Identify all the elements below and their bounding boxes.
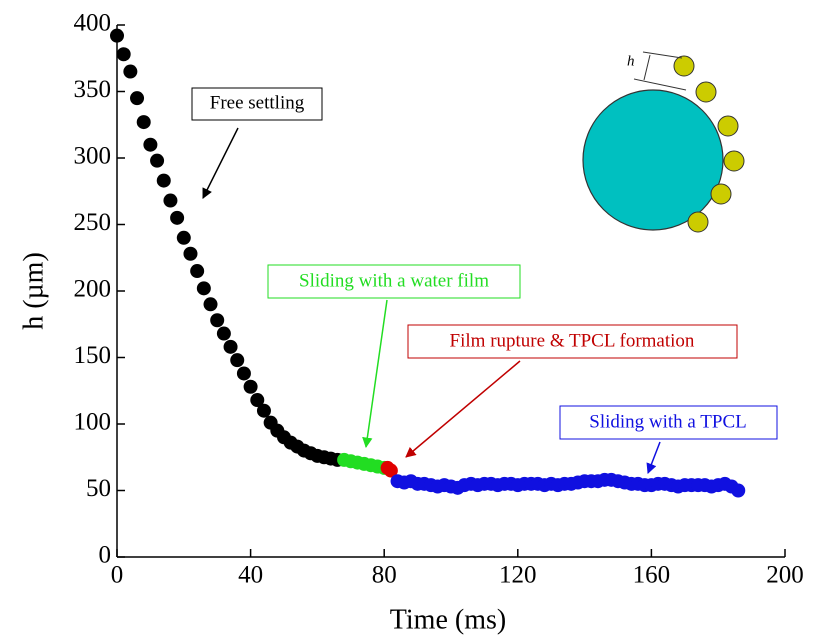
y-tick-label: 400: [74, 10, 112, 37]
x-tick-label: 160: [633, 562, 671, 589]
data-point: [123, 64, 138, 79]
data-point: [236, 366, 251, 381]
bubble: [687, 211, 709, 233]
y-tick-label: 200: [74, 276, 112, 303]
y-tick-label: 0: [99, 542, 112, 569]
x-tick-label: 80: [372, 562, 397, 589]
data-point: [216, 326, 231, 341]
arrow: [362, 299, 388, 449]
data-point: [143, 137, 158, 152]
data-point: [116, 47, 131, 62]
arrow: [405, 360, 521, 458]
bubble: [695, 81, 717, 103]
data-point: [731, 483, 746, 498]
data-point: [136, 115, 151, 130]
data-point: [383, 463, 398, 478]
annotation-box: [267, 264, 521, 299]
y-tick-label: 150: [74, 342, 112, 369]
x-tick-label: 0: [111, 562, 124, 589]
dimension-line: [643, 54, 651, 81]
annotation-box: [559, 405, 778, 440]
data-point: [156, 173, 171, 188]
annotation: Sliding with a water film: [299, 270, 489, 291]
bubble: [710, 183, 732, 205]
annotations: Free settling Sliding with a water film …: [191, 87, 778, 474]
dimension-line: [642, 51, 683, 59]
bubble: [673, 55, 695, 77]
data-point: [183, 246, 198, 261]
annotation: Free settling: [210, 92, 305, 113]
y-axis-label: h (µm): [18, 252, 49, 330]
arrow: [202, 127, 239, 199]
data-point: [250, 393, 265, 408]
x-tick-label: 200: [766, 562, 804, 589]
dimension-line: [633, 78, 687, 91]
annotation: Film rupture & TPCL formation: [450, 330, 695, 351]
data-point: [150, 153, 165, 168]
plot-area: 0 50 100 150 200 250 300 350 400 0 40 80 120 160 200: [74, 10, 804, 589]
data-point: [130, 91, 145, 106]
x-tick-label: 40: [238, 562, 263, 589]
arrow: [646, 441, 661, 474]
data-point: [163, 193, 178, 208]
x-tick-label: 120: [499, 562, 537, 589]
data-point: [210, 313, 225, 328]
annotation-box: [407, 324, 738, 359]
data-point: [176, 230, 191, 245]
data-point: [230, 353, 245, 368]
inset-diagram: h: [582, 51, 745, 233]
data-point: [223, 339, 238, 354]
bubble: [723, 150, 745, 172]
data-point: [256, 403, 271, 418]
particle: [582, 89, 724, 231]
data-point: [243, 379, 258, 394]
annotation: Sliding with a TPCL: [589, 411, 746, 432]
bubble: [717, 115, 739, 137]
data-point: [203, 297, 218, 312]
data-point: [190, 264, 205, 279]
y-tick-label: 250: [74, 209, 112, 236]
data-point: [110, 28, 124, 43]
x-axis-label: Time (ms): [390, 604, 506, 635]
data-point: [196, 281, 211, 296]
y-tick-label: 350: [74, 76, 112, 103]
y-tick-label: 300: [74, 143, 112, 170]
inset-label: h: [627, 53, 635, 69]
y-tick-label: 100: [74, 409, 112, 436]
y-tick-label: 50: [86, 475, 111, 502]
data-point: [170, 210, 185, 225]
annotation-box: [191, 87, 323, 121]
